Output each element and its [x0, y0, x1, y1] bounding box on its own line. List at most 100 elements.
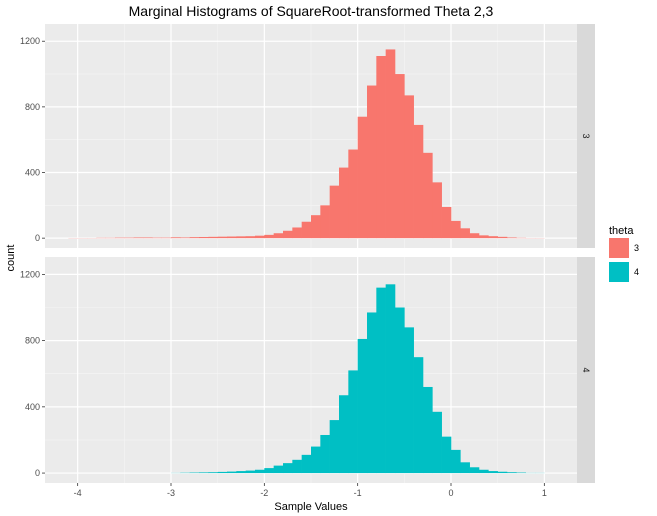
histogram-bar — [189, 237, 200, 239]
histogram-bar — [311, 446, 321, 474]
histogram-bar — [264, 468, 274, 474]
histogram-bar — [404, 327, 414, 474]
y-tick-label: 1200 — [20, 269, 40, 279]
histogram-bar — [385, 49, 396, 239]
x-axis-ticks: -4 -3 -2 -1 0 1 — [74, 483, 547, 498]
histogram-bar — [469, 467, 480, 474]
y-tick-label: 400 — [25, 402, 40, 412]
histogram-bar — [348, 149, 358, 239]
histogram-bar — [357, 338, 368, 474]
histogram-bar — [199, 472, 209, 474]
histogram-bar — [208, 236, 218, 239]
histogram-bar — [236, 471, 246, 474]
histogram-bar — [413, 357, 424, 474]
facet-panel-3: 0 400 800 1200 3 — [20, 24, 595, 248]
histogram-bar — [320, 205, 330, 239]
histogram-bar — [385, 284, 396, 474]
histogram-bar — [497, 236, 508, 239]
facet-strip-label-4: 4 — [581, 367, 591, 372]
x-tick-label: 0 — [448, 488, 453, 498]
histogram-bar — [423, 386, 433, 474]
histogram-bar — [469, 233, 480, 239]
histogram-bar — [292, 459, 302, 474]
histogram-bar — [348, 370, 358, 474]
histogram-bar — [404, 95, 414, 239]
histogram-bar — [413, 124, 424, 239]
histogram-bar — [255, 469, 265, 474]
histogram-bar — [264, 234, 274, 239]
histogram-bar — [367, 85, 377, 239]
x-tick-label: -4 — [74, 488, 82, 498]
histogram-bar — [199, 237, 209, 239]
histogram-bar — [479, 469, 489, 474]
histogram-bar — [460, 228, 470, 239]
y-axis-ticks-3: 0 400 800 1200 — [20, 36, 45, 243]
y-tick-label: 400 — [25, 168, 40, 178]
facet-panel-4: 0 400 800 1200 4 — [20, 257, 595, 483]
x-tick-label: -2 — [260, 488, 268, 498]
y-axis-ticks-4: 0 400 800 1200 — [20, 269, 45, 478]
histogram-bar — [507, 472, 517, 474]
chart-title: Marginal Histograms of SquareRoot-transf… — [129, 3, 494, 19]
histogram-bar — [301, 221, 312, 239]
histogram-bar — [217, 236, 228, 239]
histogram-bar — [479, 235, 489, 239]
histogram-bar — [451, 449, 461, 474]
facet-strip-3 — [577, 24, 595, 248]
histogram-bar — [133, 237, 144, 239]
histogram-bar — [245, 470, 256, 474]
histogram-bar — [441, 436, 452, 474]
histogram-bar — [273, 233, 284, 239]
legend: theta 3 4 — [609, 225, 639, 282]
y-tick-label: 0 — [35, 233, 40, 243]
histogram-bar — [451, 220, 461, 239]
histogram-bar — [255, 235, 265, 239]
legend-key-3 — [609, 238, 629, 258]
histogram-bar — [292, 227, 302, 239]
histogram-bar — [311, 215, 321, 239]
x-tick-label: -3 — [167, 488, 175, 498]
histogram-bar — [180, 237, 190, 239]
y-tick-label: 800 — [25, 102, 40, 112]
facet-strip-4 — [577, 257, 595, 483]
legend-label-3: 3 — [634, 243, 639, 253]
histogram-bar — [320, 434, 330, 474]
y-tick-label: 1200 — [20, 36, 40, 46]
histogram-bar — [339, 395, 349, 474]
x-tick-label: -1 — [354, 488, 362, 498]
facet-bars-3 — [68, 49, 545, 239]
y-tick-label: 800 — [25, 336, 40, 346]
facet-bars-4 — [171, 284, 545, 474]
histogram-bar — [301, 454, 312, 474]
histogram-bar — [283, 463, 293, 474]
histogram-bar — [339, 167, 349, 239]
histogram-bar — [497, 471, 508, 474]
histogram-bar — [488, 236, 498, 239]
histogram-bar — [329, 420, 340, 474]
legend-key-4 — [609, 262, 629, 282]
histogram-bar — [217, 471, 228, 474]
histogram-bar — [423, 152, 433, 239]
histogram-bar — [507, 237, 517, 239]
x-tick-label: 1 — [542, 488, 547, 498]
histogram-bar — [273, 465, 284, 474]
y-tick-label: 0 — [35, 468, 40, 478]
histogram-bar — [376, 56, 386, 239]
histogram-bar — [143, 237, 153, 239]
histogram-bar — [395, 74, 405, 239]
histogram-bar — [432, 411, 442, 474]
histogram-bar — [367, 312, 377, 474]
histogram-bar — [329, 185, 340, 239]
histogram-bar — [245, 236, 256, 239]
x-axis-label: Sample Values — [274, 501, 348, 513]
histogram-bar — [171, 237, 181, 239]
histogram-bar — [227, 236, 237, 239]
histogram-bar — [488, 471, 498, 474]
histogram-bar — [441, 206, 452, 239]
histogram-bar — [460, 462, 470, 474]
histogram-bar — [376, 287, 386, 474]
facet-strip-label-3: 3 — [581, 133, 591, 138]
histogram-bar — [357, 116, 368, 239]
y-axis-label: count — [5, 245, 17, 272]
